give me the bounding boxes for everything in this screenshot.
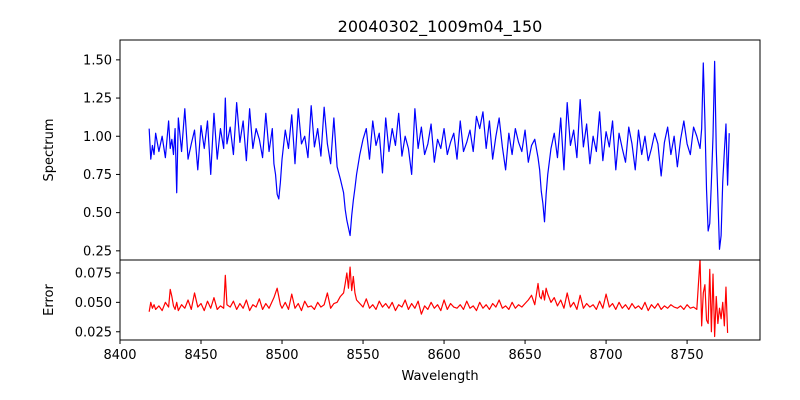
error-ytick-label: 0.050 <box>75 296 112 311</box>
error-panel: 0.025 0.050 0.075 Error <box>42 259 761 341</box>
error-y-axis: 0.025 0.050 0.075 <box>75 266 120 340</box>
error-ylabel: Error <box>42 284 57 316</box>
error-series <box>148 260 729 338</box>
x-tick-label: 8400 <box>103 348 136 363</box>
chart-title: 20040302_1009m04_150 <box>338 17 543 37</box>
x-tick-label: 8650 <box>509 348 542 363</box>
spectrum-ylabel: Spectrum <box>42 119 57 182</box>
x-tick-label: 8600 <box>428 348 461 363</box>
spectrum-ytick-label: 0.75 <box>83 168 112 183</box>
x-axis-label: Wavelength <box>401 369 478 384</box>
error-ytick-label: 0.075 <box>75 266 112 281</box>
spectrum-ytick-label: 0.25 <box>83 244 112 259</box>
x-tick-label: 8700 <box>590 348 623 363</box>
spectrum-series <box>148 60 730 250</box>
spectrum-ytick-label: 1.00 <box>83 130 112 145</box>
spectrum-panel: 0.25 0.50 0.75 1.00 1.25 1.50 Spectrum <box>42 39 761 261</box>
spectrum-line <box>148 60 730 250</box>
spectrum-y-axis: 0.25 0.50 0.75 1.00 1.25 1.50 <box>83 53 120 259</box>
error-line <box>148 260 729 338</box>
spectrum-ytick-label: 0.50 <box>83 206 112 221</box>
x-tick-label: 8500 <box>265 348 298 363</box>
error-ytick-label: 0.025 <box>75 325 112 340</box>
x-tick-label: 8750 <box>671 348 704 363</box>
spectrum-ytick-label: 1.25 <box>83 92 112 107</box>
x-tick-label: 8550 <box>346 348 379 363</box>
x-tick-label: 8450 <box>184 348 217 363</box>
x-axis: 8400 8450 8500 8550 8600 8650 8700 8750 <box>103 340 704 363</box>
error-frame <box>119 259 761 341</box>
spectrum-ytick-label: 1.50 <box>83 53 112 68</box>
